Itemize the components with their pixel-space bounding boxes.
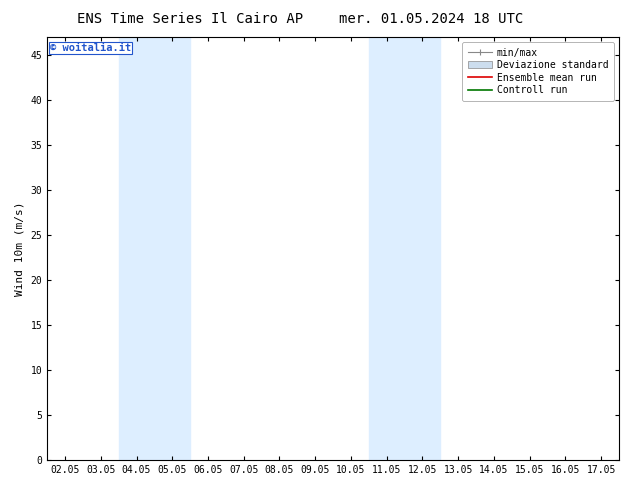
Bar [369,37,440,460]
Y-axis label: Wind 10m (m/s): Wind 10m (m/s) [15,201,25,296]
Text: ENS Time Series Il Cairo AP: ENS Time Series Il Cairo AP [77,12,303,26]
Legend: min/max, Deviazione standard, Ensemble mean run, Controll run: min/max, Deviazione standard, Ensemble m… [462,42,614,101]
Text: mer. 01.05.2024 18 UTC: mer. 01.05.2024 18 UTC [339,12,523,26]
Bar [119,37,190,460]
Text: © woitalia.it: © woitalia.it [50,44,131,53]
